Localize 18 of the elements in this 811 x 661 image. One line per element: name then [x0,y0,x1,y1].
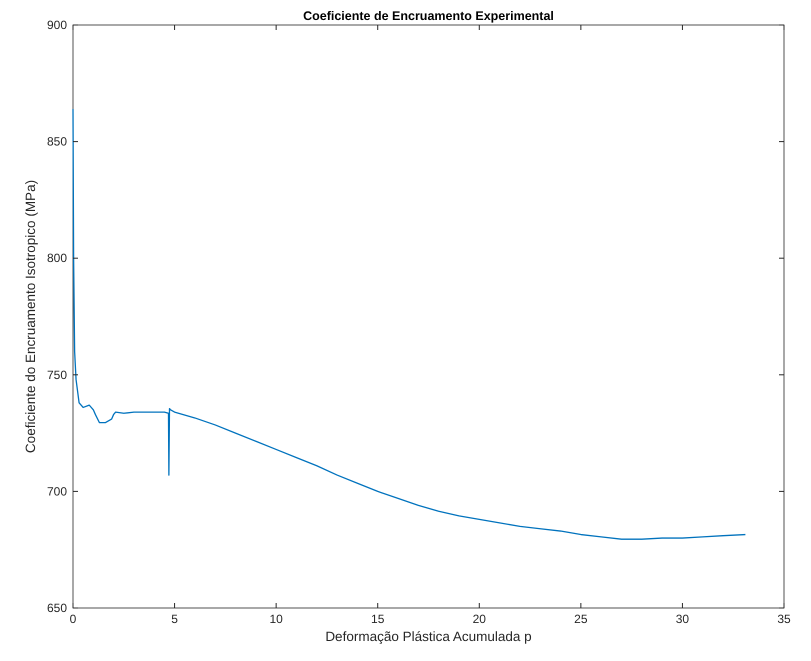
x-tick-label: 0 [70,612,77,626]
y-tick-label: 750 [46,368,68,382]
y-tick-label: 850 [46,134,68,149]
x-tick-label: 5 [171,612,178,626]
line-series [72,108,746,540]
y-axis-title: Coeficiente do Encruamento Isotropico (MPa) [23,180,38,454]
y-tick-label: 650 [46,601,68,615]
y-tick-label: 900 [46,18,68,32]
x-tick-label: 15 [371,612,385,626]
x-tick-label: 10 [269,612,284,626]
x-tick-label: 20 [472,612,486,626]
x-tick-label: 30 [676,612,690,626]
x-axis-title: Deformação Plástica Acumulada p [325,629,532,644]
x-tick-label: 25 [574,612,588,626]
chart-title: Coeficiente de Encruamento Experimental [303,9,554,23]
y-tick-label: 700 [46,484,68,498]
x-tick-label: 35 [777,612,791,626]
y-tick-label: 800 [46,251,68,266]
